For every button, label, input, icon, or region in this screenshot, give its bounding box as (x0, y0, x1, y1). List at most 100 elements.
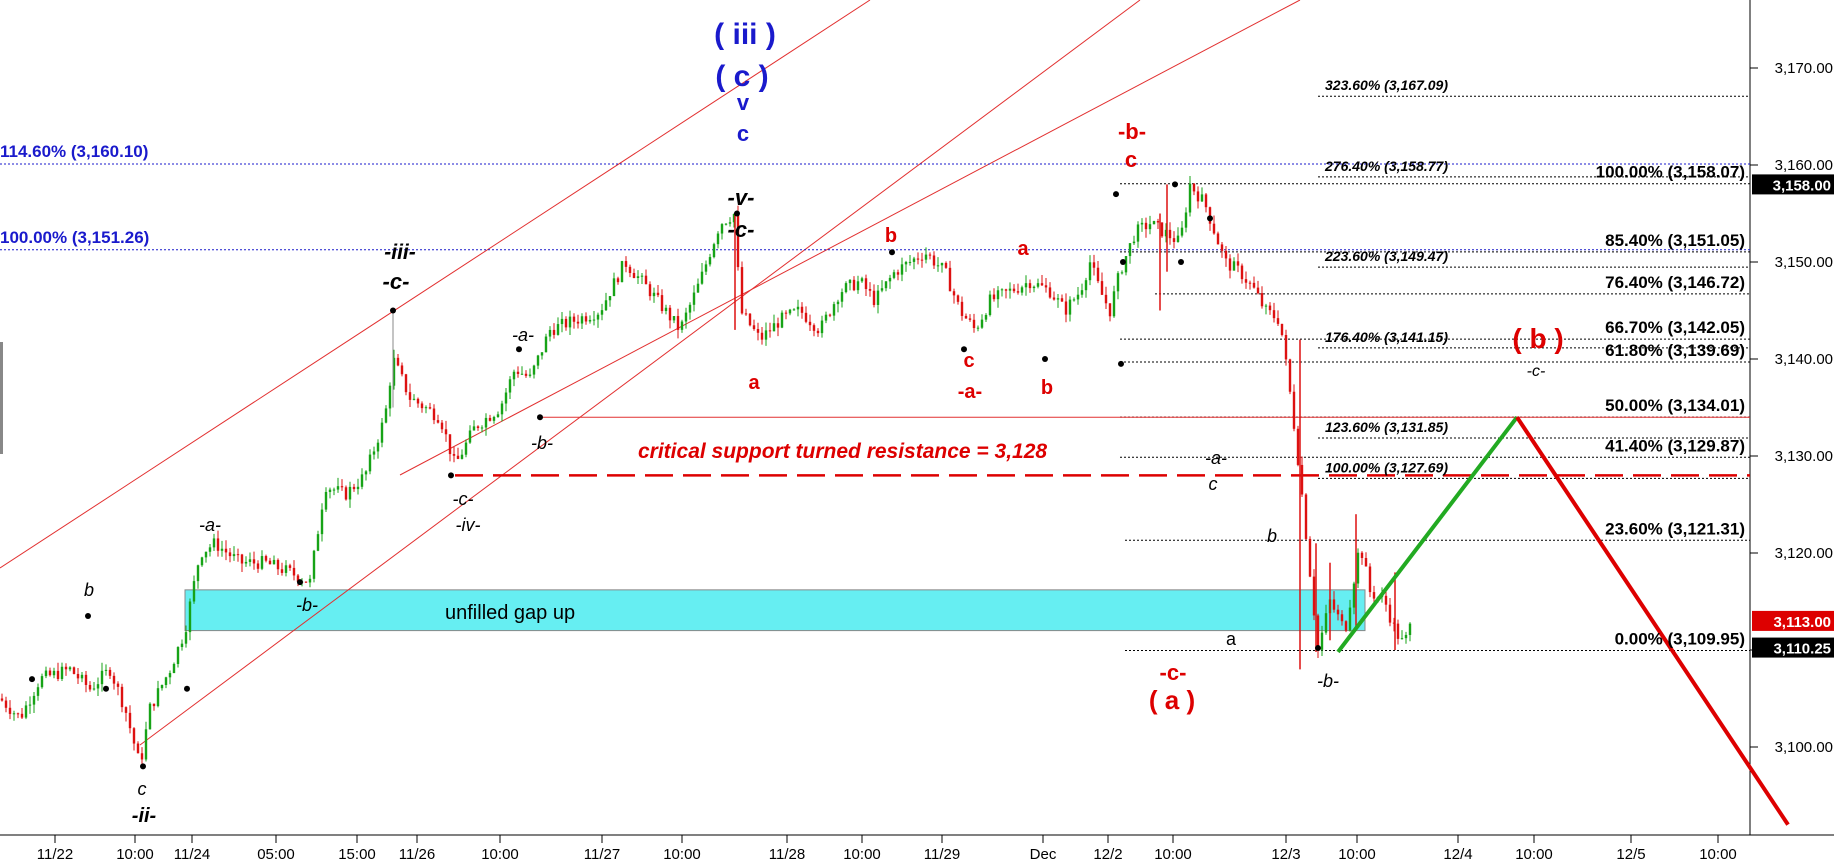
wave-label-blue: c (737, 121, 749, 146)
candle-body (304, 581, 308, 583)
time-tick-label: 10:00 (481, 846, 519, 863)
fib-level-label: 0.00% (3,109.95) (1615, 629, 1745, 648)
candle-body (576, 321, 580, 324)
candle-body (416, 398, 420, 404)
wave-label-red: a (748, 372, 760, 394)
candle-body (1136, 224, 1140, 242)
candle-body (1004, 289, 1008, 291)
candle-body (120, 686, 124, 708)
candle-body (924, 254, 928, 260)
candle-body (1340, 614, 1344, 622)
candle-body (12, 713, 16, 715)
candle-body (296, 575, 300, 582)
candle-body (1112, 291, 1116, 317)
candle-body (412, 398, 416, 400)
candle-body (544, 336, 548, 353)
candle-body (788, 309, 792, 314)
fib-level-label: 41.40% (3,129.87) (1605, 436, 1745, 455)
candle-body (668, 307, 672, 321)
candle-body (1248, 282, 1252, 284)
candle-body (988, 294, 992, 315)
candle-body (212, 538, 216, 548)
candle-body (1048, 287, 1052, 298)
wave-label-red: b (1041, 377, 1053, 399)
candle-body (528, 374, 532, 376)
candle-body (1352, 583, 1356, 608)
candle-body (796, 306, 800, 310)
candle-body (1252, 282, 1256, 288)
candle-body (396, 357, 400, 366)
wave-label-black: -c- (728, 217, 755, 242)
candle-body (1156, 221, 1160, 223)
wave-label-red: b (885, 225, 897, 247)
candle-body (144, 729, 148, 760)
candle-body (1332, 599, 1336, 610)
wave-label-black: c (138, 779, 147, 799)
candle-body (36, 687, 40, 696)
candle-body (428, 407, 432, 409)
price-tick-label: 3,100.00 (1775, 739, 1833, 756)
candle-body (1056, 298, 1060, 300)
left-edge-widget[interactable] (0, 342, 3, 454)
candle-body (696, 283, 700, 293)
candle-body (764, 330, 768, 340)
candle-body (204, 551, 208, 558)
candle-body (320, 509, 324, 535)
candle-body (364, 471, 368, 475)
candle-body (104, 669, 108, 671)
candle-body (256, 563, 260, 569)
candle-body (476, 426, 480, 429)
candle-body (140, 753, 144, 760)
candle-body (232, 554, 236, 557)
candle-body (600, 310, 604, 315)
candle-body (864, 278, 868, 290)
candle-body (944, 262, 948, 268)
time-axis: 11/22 10:00 11/24 05:00 15:00 11/26 10:00 11/27… (37, 835, 1737, 863)
candle-body (692, 292, 696, 305)
candle-body (1124, 256, 1128, 273)
candle-body (1288, 359, 1292, 392)
candle-body (1168, 229, 1172, 239)
candle-body (1160, 222, 1164, 237)
candle-body (540, 352, 544, 356)
candle-body (828, 314, 832, 316)
time-tick-label: 11/22 (37, 846, 73, 863)
candle-body (792, 309, 796, 311)
candle-body (1028, 283, 1032, 289)
pivot-dot (184, 685, 190, 692)
candle-body (312, 550, 316, 579)
fib-level-label: 85.40% (3,151.05) (1605, 231, 1745, 250)
wave-label-black: -a- (1205, 448, 1227, 468)
candle-body (1068, 299, 1072, 315)
candle-body (768, 330, 772, 332)
candle-body (936, 265, 940, 267)
candle-body (308, 578, 312, 583)
wave-label-black: -c- (383, 269, 410, 294)
candle-body (516, 371, 520, 374)
time-tick-label: 10:00 (1154, 846, 1192, 863)
candle-body (704, 264, 708, 272)
fib-extension-label: 276.40% (3,158.77) (1324, 158, 1448, 174)
candle-body (8, 707, 12, 714)
candle-body (824, 314, 828, 321)
time-tick-label: 11/26 (399, 846, 435, 863)
candle-body (160, 685, 164, 689)
candle-body (236, 554, 240, 556)
candle-body (1312, 576, 1316, 616)
candle-body (1408, 623, 1412, 635)
fib-extension-label: 176.40% (3,141.15) (1325, 329, 1448, 345)
candle-body (1348, 607, 1352, 631)
candle-body (548, 329, 552, 337)
time-tick-label: 10:00 (663, 846, 701, 863)
candle-body (968, 318, 972, 320)
time-tick-label: 11/27 (584, 846, 620, 863)
time-tick-label: 10:00 (1699, 846, 1737, 863)
candle-body (40, 676, 44, 688)
candle-body (640, 275, 644, 277)
candle-body (832, 304, 836, 316)
candle-body (64, 666, 68, 670)
candle-body (912, 258, 916, 262)
candle-body (1336, 609, 1340, 615)
pivot-dot (889, 249, 895, 256)
candle-body (180, 643, 184, 648)
